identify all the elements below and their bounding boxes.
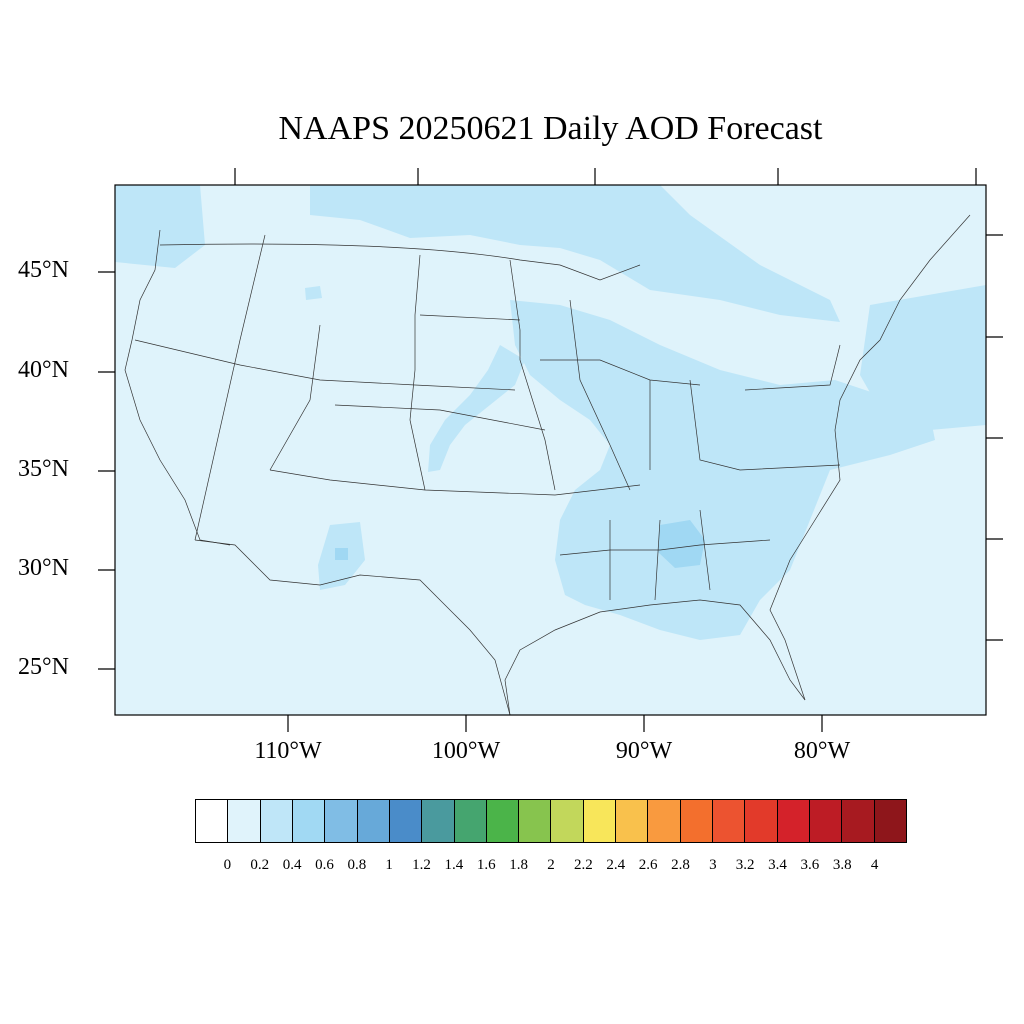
map-title: NAAPS 20250621 Daily AOD Forecast [278,110,823,147]
lat-label-30: 30°N [18,555,69,581]
colorbar-box [745,800,778,842]
colorbar-label: 0.2 [250,857,270,873]
colorbar-label: 3.6 [800,857,820,873]
colorbar-box [680,800,713,842]
colorbar-label: 0 [223,857,232,873]
lon-label-100: 100°W [431,738,501,764]
colorbar-label: 2.4 [606,857,626,873]
aod-peak-layer [335,520,705,568]
lon-label-80: 80°W [793,738,851,764]
lon-label-90: 90°W [615,738,673,764]
colorbar-box [486,800,520,842]
colorbar-box [777,800,810,842]
colorbar-box [519,800,552,842]
colorbar [195,799,907,843]
colorbar-box [648,800,681,842]
colorbar-box [616,800,649,842]
state-boundaries [124,214,971,716]
tick-marks [98,168,1003,732]
colorbar-label: 2.6 [638,857,658,873]
colorbar-label: 3.4 [768,857,787,873]
colorbar-box [713,800,746,842]
colorbar-label: 2.2 [573,857,593,873]
colorbar-box [583,800,617,842]
colorbar-box [842,800,875,842]
colorbar-box [357,800,390,842]
colorbar-box [454,800,487,842]
colorbar-box [292,800,326,842]
colorbar-label: 1.2 [412,857,431,873]
colorbar-label: 0.8 [347,857,367,873]
colorbar-box [422,800,455,842]
map-frame [114,184,987,716]
colorbar-label: 3.2 [735,857,755,873]
colorbar-label: 3.8 [832,857,852,873]
colorbar-box [874,800,906,842]
colorbar-box [260,800,293,842]
colorbar-label: 1.8 [509,857,528,873]
colorbar-label: 3 [709,857,717,873]
colorbar-box [809,800,843,842]
colorbar-label: 2.8 [671,857,690,873]
colorbar-box [196,800,229,842]
lat-label-40: 40°N [18,357,69,383]
lon-label-110: 110°W [254,738,322,764]
colorbar-label: 1 [385,857,393,873]
colorbar-box [389,800,423,842]
lat-label-25: 25°N [18,654,69,680]
colorbar-label: 1.6 [476,857,496,873]
colorbar-box [228,800,261,842]
colorbar-label: 1.4 [444,857,464,873]
lat-label-35: 35°N [18,456,69,482]
colorbar-box [325,800,358,842]
colorbar-label: 0.4 [282,857,302,873]
colorbar-label: 2 [547,857,555,873]
lat-label-45: 45°N [18,257,69,283]
colorbar-label: 0.6 [315,857,334,873]
colorbar-box [551,800,584,842]
colorbar-label: 4 [870,857,879,873]
